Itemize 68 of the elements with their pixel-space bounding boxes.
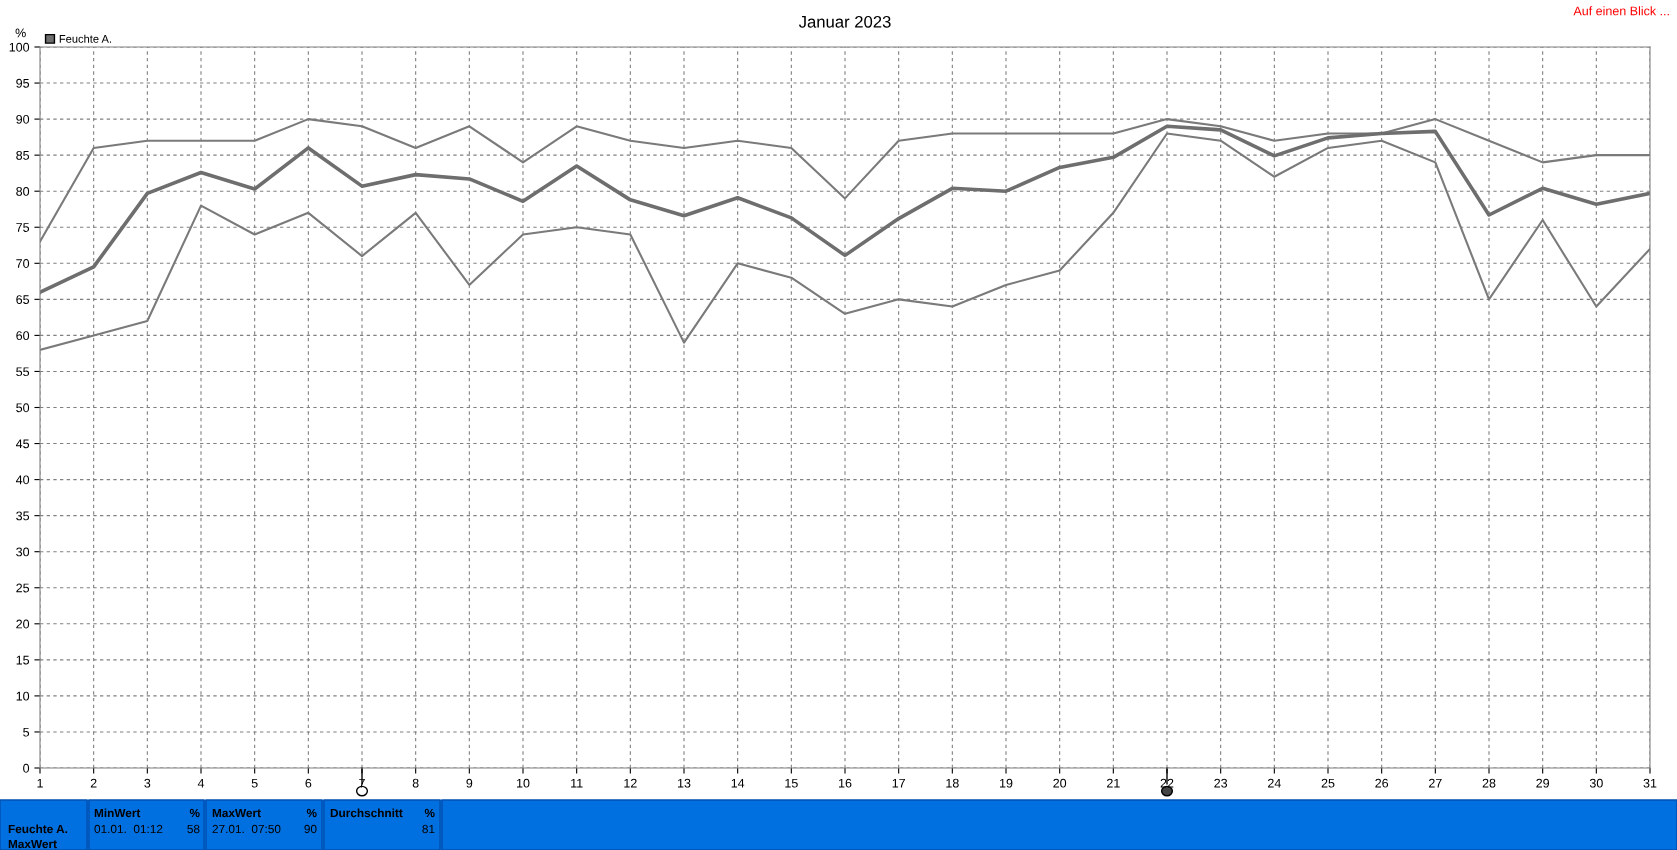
text: % <box>189 808 200 818</box>
y-tick-label: 5 <box>23 727 30 737</box>
text: Auf einen Blick ... <box>1573 6 1669 16</box>
y-tick-label: 85 <box>16 150 30 160</box>
x-tick-label: 29 <box>1536 778 1550 788</box>
text: 27.01. 07:50 <box>212 824 281 834</box>
x-tick-label: 14 <box>731 778 745 788</box>
x-tick-label: 25 <box>1321 778 1335 788</box>
x-tick-label: 19 <box>1000 778 1013 788</box>
x-tick-label: 17 <box>892 778 905 788</box>
x-tick-label: 11 <box>571 778 583 788</box>
y-tick-label: 65 <box>16 295 30 304</box>
x-tick-label: 9 <box>466 778 473 788</box>
x-tick-label: 16 <box>839 778 852 788</box>
x-tick-label: 27 <box>1429 778 1442 788</box>
y-tick-label: 100 <box>9 42 30 52</box>
x-tick-label: 8 <box>412 778 419 788</box>
x-tick-label: 24 <box>1268 778 1281 788</box>
x-tick-label: 23 <box>1214 778 1228 788</box>
text: Durchschnitt <box>330 808 403 818</box>
y-tick-label: 90 <box>16 114 30 124</box>
x-tick-label: 12 <box>624 778 637 788</box>
text: 58 <box>187 824 200 834</box>
text: 90 <box>304 824 317 834</box>
y-tick-label: 35 <box>16 511 30 521</box>
y-tick-label: 70 <box>16 259 30 268</box>
x-tick-label: 1 <box>37 778 43 788</box>
x-tick-label: 5 <box>251 778 258 788</box>
text: % <box>306 808 317 818</box>
y-tick-label: 60 <box>16 331 30 341</box>
y-tick-label: 25 <box>16 583 30 593</box>
x-tick-label: 6 <box>305 778 312 788</box>
chart-title: Januar 2023 <box>798 15 891 28</box>
y-tick-label: 15 <box>16 655 30 665</box>
y-tick-label: 45 <box>15 439 30 449</box>
text: 01.01. 01:12 <box>94 824 163 834</box>
x-tick-label: 26 <box>1375 778 1389 788</box>
y-tick-label: 30 <box>16 547 30 557</box>
text: MaxWert <box>212 808 261 818</box>
x-tick-label: 30 <box>1589 778 1603 788</box>
text: 81 <box>422 824 435 834</box>
x-tick-label: 3 <box>144 778 151 788</box>
x-tick-label: 28 <box>1482 778 1496 788</box>
y-tick-label: 55 <box>16 367 30 377</box>
x-tick-label: 18 <box>946 778 959 788</box>
text: Feuchte A. <box>8 824 68 834</box>
x-tick-label: 15 <box>785 778 798 788</box>
text: MaxWert <box>8 839 57 849</box>
y-tick-label: 40 <box>15 475 30 485</box>
x-tick-label: 10 <box>517 778 530 788</box>
text: % <box>424 808 435 818</box>
text: MinWert <box>94 808 141 818</box>
y-tick-label: 80 <box>16 187 30 196</box>
x-tick-label: 2 <box>90 778 97 788</box>
x-tick-label: 20 <box>1053 778 1067 788</box>
legend-label: Feuchte A. <box>59 34 111 43</box>
x-tick-label: 4 <box>197 778 205 788</box>
y-tick-label: 75 <box>16 223 30 232</box>
y-axis-title: % <box>15 28 26 38</box>
x-tick-label: 31 <box>1643 778 1657 788</box>
y-tick-label: 10 <box>16 691 30 701</box>
x-tick-label: 13 <box>678 778 691 788</box>
y-tick-label: 95 <box>16 78 30 88</box>
x-tick-label: 22 <box>1160 778 1174 788</box>
y-tick-label: 50 <box>16 403 30 413</box>
x-tick-label: 21 <box>1107 778 1120 788</box>
y-tick-label: 0 <box>23 763 30 773</box>
y-tick-label: 20 <box>16 619 30 629</box>
